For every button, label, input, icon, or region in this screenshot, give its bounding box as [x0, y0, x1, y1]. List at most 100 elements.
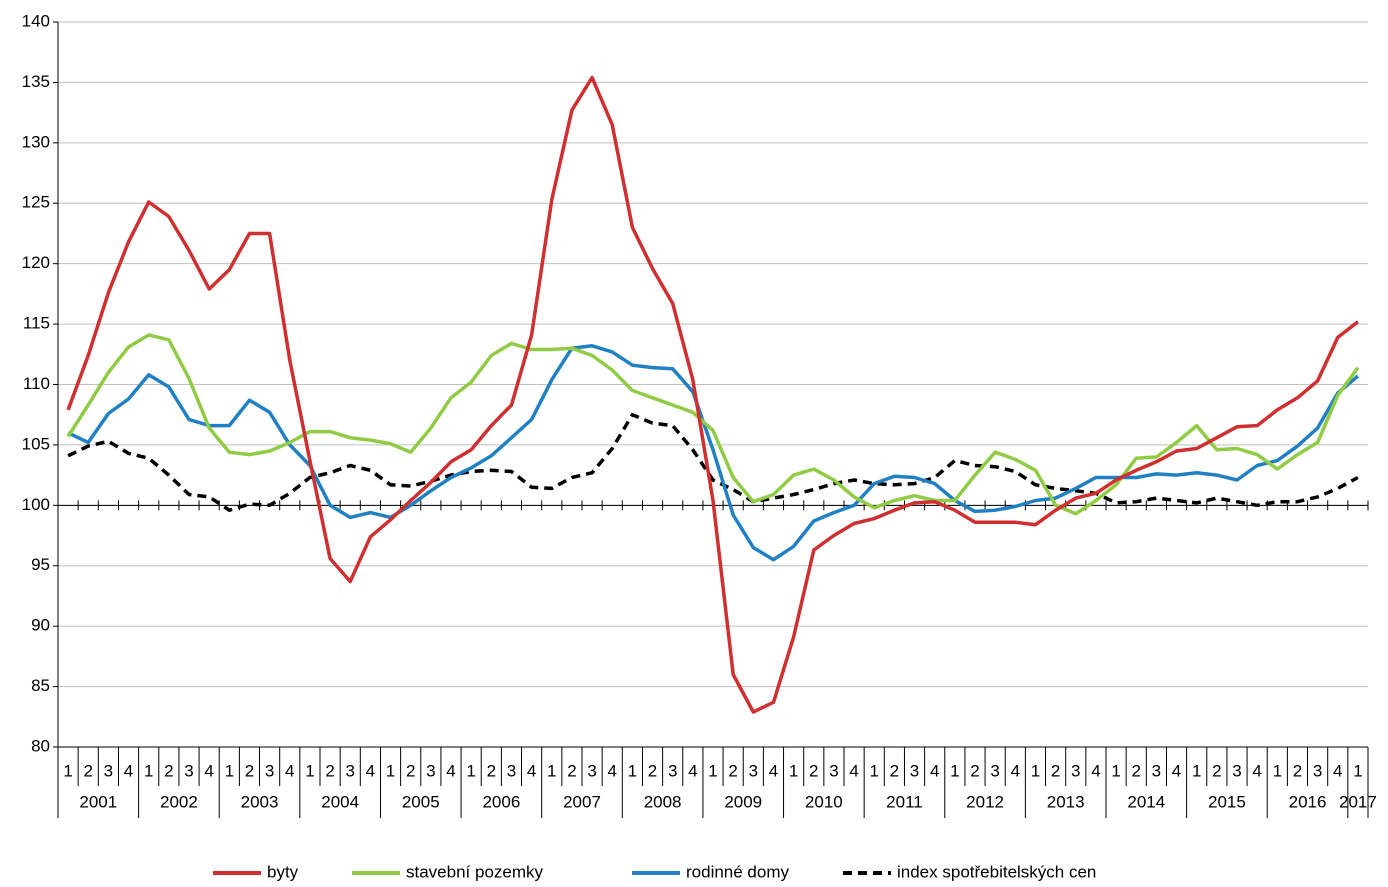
- x-tick-label: 3: [910, 761, 919, 780]
- series-line: [67, 344, 1360, 562]
- x-tick-label: 1: [63, 761, 72, 780]
- x-tick-label: 4: [688, 761, 697, 780]
- x-tick-label: 2: [1212, 761, 1221, 780]
- x-tick-label: 1: [305, 761, 314, 780]
- year-label: 2008: [644, 792, 682, 811]
- x-tick-label: 4: [285, 761, 294, 780]
- x-tick-label: 4: [849, 761, 858, 780]
- x-tick-label: 3: [587, 761, 596, 780]
- x-tick-label: 4: [1333, 761, 1342, 780]
- x-tick-label: 3: [345, 761, 354, 780]
- y-tick-label: 130: [22, 132, 50, 151]
- y-tick-label: 90: [31, 616, 50, 635]
- x-tick-label: 4: [930, 761, 939, 780]
- x-tick-label: 2: [728, 761, 737, 780]
- x-tick-label: 1: [708, 761, 717, 780]
- year-label: 2001: [79, 792, 117, 811]
- x-tick-label: 1: [144, 761, 153, 780]
- year-label: 2007: [563, 792, 601, 811]
- year-label: 2011: [886, 792, 923, 811]
- x-tick-label: 4: [1172, 761, 1181, 780]
- x-tick-label: 4: [769, 761, 778, 780]
- year-label: 2017: [1339, 792, 1377, 811]
- y-tick-label: 135: [22, 72, 50, 91]
- y-tick-label: 125: [22, 193, 50, 212]
- y-tick-label: 85: [31, 676, 50, 695]
- x-tick-label: 3: [1152, 761, 1161, 780]
- y-tick-label: 120: [22, 253, 50, 272]
- x-tick-label: 1: [869, 761, 878, 780]
- y-tick-label: 140: [22, 11, 50, 30]
- series-line: [67, 412, 1359, 512]
- series-line: [66, 75, 1359, 714]
- x-tick-label: 4: [204, 761, 213, 780]
- x-tick-label: 2: [1131, 761, 1140, 780]
- x-tick-label: 1: [789, 761, 798, 780]
- legend-label: rodinné domy: [686, 862, 790, 881]
- year-label: 2002: [160, 792, 198, 811]
- x-tick-label: 1: [466, 761, 475, 780]
- x-tick-label: 3: [1071, 761, 1080, 780]
- x-tick-label: 2: [890, 761, 899, 780]
- year-label: 2016: [1289, 792, 1327, 811]
- x-tick-label: 2: [245, 761, 254, 780]
- x-tick-label: 4: [1252, 761, 1261, 780]
- x-tick-label: 1: [1192, 761, 1201, 780]
- x-tick-label: 3: [668, 761, 677, 780]
- x-tick-label: 4: [446, 761, 455, 780]
- year-label: 2005: [402, 792, 440, 811]
- x-tick-label: 1: [547, 761, 556, 780]
- x-tick-label: 3: [265, 761, 274, 780]
- y-tick-label: 100: [22, 495, 50, 514]
- x-tick-label: 2: [809, 761, 818, 780]
- x-tick-label: 3: [829, 761, 838, 780]
- x-tick-label: 4: [527, 761, 536, 780]
- x-tick-label: 3: [749, 761, 758, 780]
- legend-label: byty: [267, 862, 299, 881]
- x-tick-label: 1: [386, 761, 395, 780]
- y-tick-label: 105: [22, 434, 50, 453]
- legend-label: stavební pozemky: [406, 862, 544, 881]
- x-tick-label: 4: [124, 761, 133, 780]
- x-tick-label: 4: [366, 761, 375, 780]
- year-label: 2014: [1127, 792, 1165, 811]
- x-tick-label: 2: [83, 761, 92, 780]
- x-tick-label: 1: [1353, 761, 1362, 780]
- x-tick-label: 3: [104, 761, 113, 780]
- x-tick-label: 2: [325, 761, 334, 780]
- x-tick-label: 2: [648, 761, 657, 780]
- x-tick-label: 2: [970, 761, 979, 780]
- year-label: 2013: [1047, 792, 1085, 811]
- year-label: 2004: [321, 792, 359, 811]
- x-tick-label: 1: [1111, 761, 1120, 780]
- year-label: 2015: [1208, 792, 1246, 811]
- series-line: [66, 333, 1360, 516]
- x-tick-label: 3: [507, 761, 516, 780]
- y-tick-label: 80: [31, 736, 50, 755]
- x-tick-label: 1: [225, 761, 234, 780]
- year-label: 2006: [482, 792, 520, 811]
- x-tick-label: 4: [607, 761, 616, 780]
- x-tick-label: 4: [1011, 761, 1020, 780]
- x-tick-label: 2: [164, 761, 173, 780]
- x-tick-label: 3: [1313, 761, 1322, 780]
- x-tick-label: 4: [1091, 761, 1100, 780]
- legend-label: index spotřebitelských cen: [897, 862, 1096, 881]
- year-label: 2012: [966, 792, 1004, 811]
- x-tick-label: 1: [1031, 761, 1040, 780]
- x-tick-label: 2: [487, 761, 496, 780]
- year-label: 2009: [724, 792, 762, 811]
- x-tick-label: 2: [1293, 761, 1302, 780]
- x-tick-label: 3: [1232, 761, 1241, 780]
- y-tick-label: 110: [23, 374, 50, 393]
- x-tick-label: 2: [567, 761, 576, 780]
- x-tick-label: 3: [990, 761, 999, 780]
- x-tick-label: 1: [950, 761, 959, 780]
- x-tick-label: 2: [406, 761, 415, 780]
- x-tick-label: 3: [184, 761, 193, 780]
- year-label: 2003: [241, 792, 279, 811]
- x-tick-label: 1: [1273, 761, 1282, 780]
- y-tick-label: 115: [23, 314, 50, 333]
